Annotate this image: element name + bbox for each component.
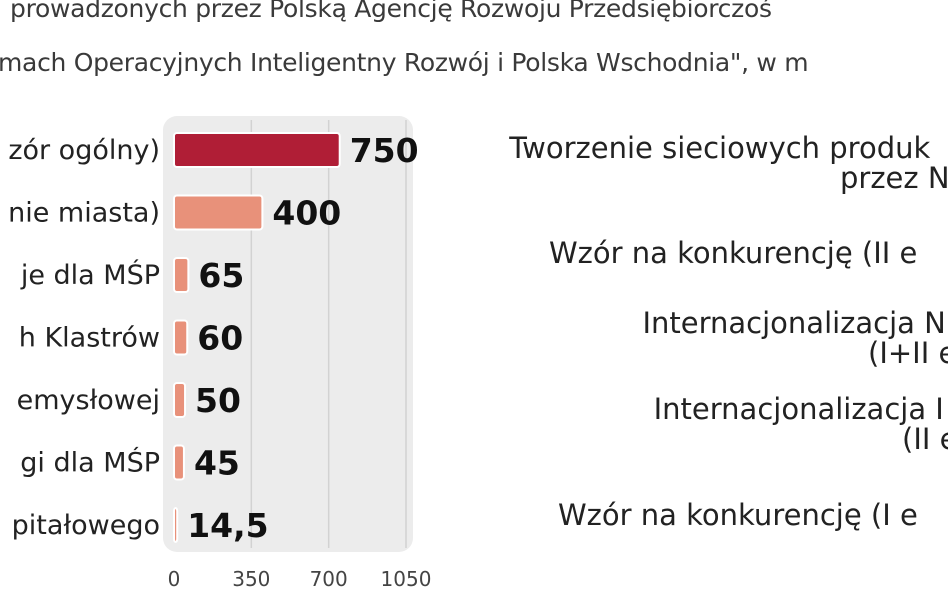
category-label: h Klastrów (19, 323, 160, 354)
value-label: 65 (198, 256, 244, 295)
right-label-4-line-2: (II e (902, 422, 948, 456)
x-axis-ticks: 0 350 700 1050 (168, 567, 432, 591)
category-label: pitałowego (12, 510, 160, 541)
right-label-4: Internacjonalizacja I (II e (640, 394, 948, 454)
bar-3 (173, 257, 190, 293)
bars (173, 132, 341, 543)
right-label-2: Wzór na konkurencję (II e (549, 238, 917, 268)
right-label-4-line-1: Internacjonalizacja I (653, 392, 944, 426)
bar-6 (173, 444, 185, 481)
x-tick-label: 350 (232, 567, 270, 591)
right-label-5: Wzór na konkurencję (I e (558, 500, 918, 530)
chart-subtitle-line-1: prowadzonych przez Polską Agencję Rozwoj… (10, 0, 772, 23)
right-label-1-line-1: Tworzenie sieciowych produk (509, 131, 931, 165)
bar-2 (173, 194, 264, 231)
value-label: 50 (195, 381, 241, 420)
right-label-3: Internacjonalizacja N (I+II e (632, 308, 948, 368)
bar-4 (173, 319, 189, 356)
bar-5 (173, 382, 187, 418)
x-tick-label: 0 (168, 567, 181, 591)
right-label-2-line-1: Wzór na konkurencję (II e (549, 236, 918, 270)
category-label: zór ogólny) (8, 135, 160, 166)
category-label: je dla MŚP (20, 259, 160, 291)
category-label: nie miasta) (8, 198, 160, 229)
value-label: 14,5 (187, 506, 268, 545)
x-tick-label: 1050 (381, 567, 432, 591)
chart-subtitle-line-2: mach Operacyjnych Inteligentny Rozwój i … (0, 48, 809, 77)
category-label: gi dla MŚP (20, 447, 160, 479)
right-label-1: Tworzenie sieciowych produk przez N (490, 133, 948, 193)
value-label: 60 (197, 319, 243, 358)
value-label: 45 (194, 444, 240, 483)
right-label-3-line-1: Internacjonalizacja N (642, 306, 946, 340)
labels: zór ogólny) 750 nie miasta) 400 je dla MŚP 65… (8, 131, 418, 545)
bar-7 (173, 507, 179, 543)
right-label-1-line-2: przez N (840, 161, 948, 195)
right-label-5-line-1: Wzór na konkurencję (I e (558, 498, 918, 532)
right-label-3-line-2: (I+II e (868, 336, 948, 370)
gridlines (250, 120, 407, 548)
category-label: emysłowej (17, 385, 160, 416)
x-tick-label: 700 (310, 567, 348, 591)
value-label: 400 (272, 194, 341, 233)
value-label: 750 (350, 131, 419, 170)
bar-1 (173, 132, 341, 168)
